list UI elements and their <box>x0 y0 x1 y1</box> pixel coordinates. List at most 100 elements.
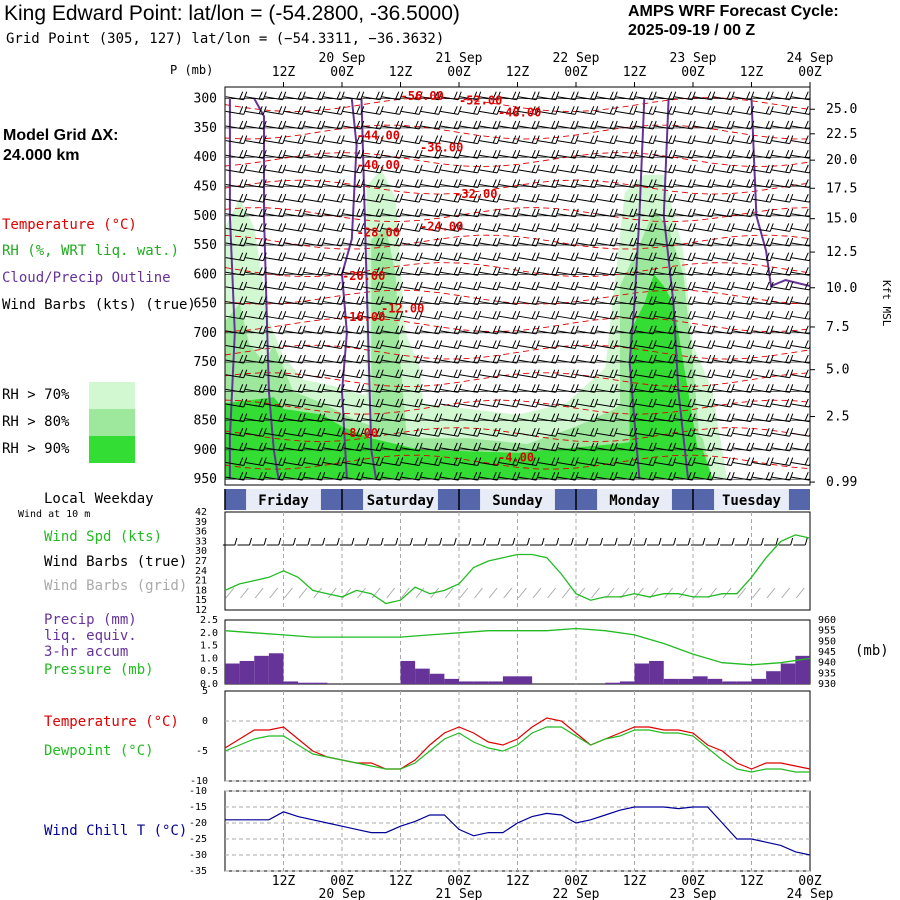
legend-wind-barbs-grid: Wind Barbs (grid) <box>44 578 188 594</box>
wind-barb-flag <box>453 150 458 158</box>
wind-barb-flag <box>453 428 458 436</box>
wind-barb-flag <box>570 150 575 158</box>
wind-barb-flag <box>434 296 439 304</box>
wind-barb-flag <box>434 384 439 392</box>
wind-barb-shaft <box>674 140 693 145</box>
wind-barb-flag <box>785 340 790 348</box>
wind-barb-shaft <box>771 140 790 145</box>
wind-barb-flag <box>672 325 677 334</box>
wind-barb-flag <box>516 398 521 408</box>
wind-barb-flag <box>399 223 404 232</box>
height-tick-label: 5.0 <box>826 363 849 378</box>
wind-barb-shaft <box>401 140 420 145</box>
wind-barb-flag <box>336 369 341 377</box>
wind-barb-flag <box>414 369 419 377</box>
wind-barb-flag <box>438 311 443 320</box>
wind-barb-shaft <box>615 125 634 130</box>
wind-barb-shaft <box>654 476 673 481</box>
wind-barb-flag <box>492 208 497 216</box>
wind-barb-shaft <box>635 476 654 481</box>
wind-barb-flag <box>789 223 794 232</box>
wind-barb-shaft <box>693 198 712 203</box>
wind-barb-shaft <box>752 96 771 101</box>
wind-barb-flag <box>769 150 774 159</box>
wind-barb-shaft <box>713 344 732 349</box>
wind-barb-flag <box>473 413 478 421</box>
wind-barb-flag <box>711 384 716 393</box>
wind-barb-shaft <box>440 344 459 349</box>
wind-barb-shaft <box>303 330 322 335</box>
wind-barb-flag <box>652 311 657 320</box>
wind-barb-flag <box>496 193 501 203</box>
wind-barb-flag <box>297 252 302 260</box>
wind-barb-flag <box>707 428 712 436</box>
wind-barb-flag <box>418 281 423 291</box>
wind-barb-flag <box>356 150 361 158</box>
precip-bar <box>444 678 459 684</box>
wind-barb-flag <box>360 413 365 422</box>
wind-barb-flag <box>356 354 361 363</box>
wind-barb-flag <box>613 428 618 437</box>
wind-barb-flag <box>590 179 595 187</box>
wind-barb-flag <box>336 208 341 216</box>
wind-barb-flag <box>379 91 384 100</box>
wind-barb-flag <box>301 223 306 232</box>
wind-barb-flag <box>321 442 326 452</box>
wind-barb-shaft <box>693 140 712 145</box>
wind-barb-flag <box>711 237 716 247</box>
wind-barb-flag <box>453 193 458 202</box>
wind-barb-flag <box>652 325 657 334</box>
wind-barb-flag <box>785 252 790 260</box>
wind-barb-shaft <box>674 344 693 349</box>
wind-barb-shaft <box>342 140 361 145</box>
wind-barb-flag <box>516 252 521 261</box>
rh70-region <box>225 174 728 480</box>
wind-barb-shaft <box>303 344 322 349</box>
wind-barb-flag <box>473 193 478 202</box>
wind-barb-flag <box>438 223 443 232</box>
wind-barb-flag <box>477 311 482 320</box>
wind-barb-flag <box>301 237 306 247</box>
wind-barb-flag <box>473 106 478 114</box>
wind-barb-shaft <box>771 476 790 481</box>
top-time-label: 00Z <box>681 65 705 80</box>
wind-barb-flag <box>360 369 365 378</box>
wind-barb-flag <box>535 457 540 466</box>
wind-barb-shaft <box>459 154 478 159</box>
wind-barb-flag <box>648 369 653 377</box>
wind-barb-flag <box>414 91 419 99</box>
wind-barb-flag <box>457 164 462 174</box>
wind-barb-shaft <box>518 213 537 218</box>
wind-barb-flag <box>496 179 501 188</box>
wind-barb-flag <box>321 106 326 115</box>
wind-barb-flag <box>765 164 770 173</box>
wind-barb-flag <box>691 354 696 364</box>
wind-barb-shaft <box>264 476 283 481</box>
wind-tick-label: 15 <box>195 595 207 606</box>
wind-barb-flag <box>282 428 287 437</box>
wind-barb-flag <box>356 369 361 377</box>
wind-barb-flag <box>395 281 400 290</box>
wind-barb-flag <box>516 471 521 481</box>
wind-barb-flag <box>668 369 673 377</box>
wind-barb-flag <box>672 442 677 452</box>
wind-barb-shaft <box>693 96 712 101</box>
wind-barb-flag <box>492 91 497 99</box>
wind-barb-flag <box>395 384 400 392</box>
wind-barb-shaft <box>693 271 712 276</box>
wind-barb-shaft <box>225 286 244 291</box>
wind-barb-shaft <box>557 257 576 262</box>
wind-barb-flag <box>379 311 384 320</box>
wind-barb-shaft <box>323 359 342 364</box>
wind-barb-shaft <box>615 184 634 188</box>
precip-bar <box>283 681 299 684</box>
pressure-tick-label: 900 <box>194 443 217 458</box>
wind-barb-flag <box>317 428 322 436</box>
wind-barb-shaft <box>420 140 439 145</box>
wind-barb-flag <box>453 252 458 260</box>
wind-barb-flag <box>321 325 326 334</box>
wind-barb-flag <box>652 413 657 422</box>
wind-barb-flag <box>648 164 653 173</box>
wind-barb-flag <box>379 135 384 144</box>
wind-barb-flag <box>356 457 361 465</box>
